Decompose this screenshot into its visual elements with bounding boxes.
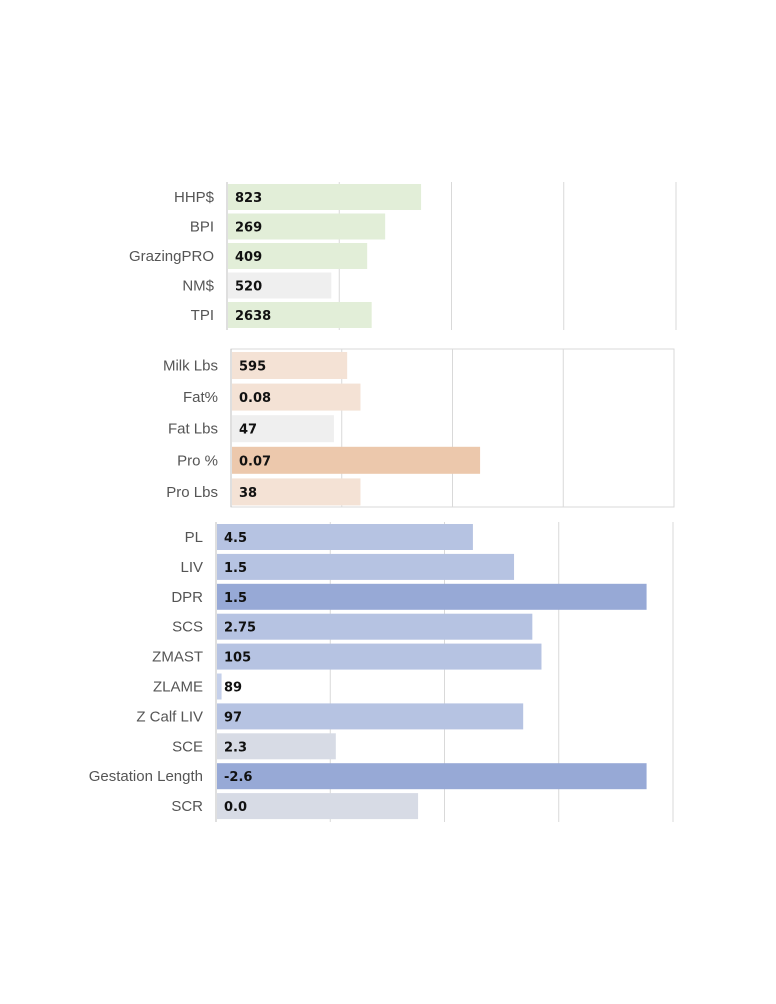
category-label-hhp: HHP$	[174, 189, 215, 206]
category-label-scr: SCR	[171, 798, 203, 815]
value-label-bpi: 269	[235, 221, 262, 236]
category-label-nm: NM$	[182, 278, 214, 295]
category-label-fat-lbs: Fat Lbs	[168, 421, 218, 438]
bar-hhp	[228, 184, 422, 210]
value-label-scs: 2.75	[224, 621, 256, 636]
index-panel: HHP$ 823 BPI 269 GrazingPRO 409 NM$ 520 TPI 2638	[129, 182, 677, 330]
value-label-z-calf-liv: 97	[224, 710, 242, 725]
bar-dpr	[217, 583, 647, 610]
value-label-dpr: 1.5	[224, 591, 247, 606]
category-label-tpi: TPI	[191, 307, 214, 324]
bar-nm	[228, 272, 332, 299]
bar-z-calf-liv	[217, 703, 524, 730]
bar-liv	[217, 553, 515, 580]
category-label-pro: Pro %	[177, 452, 218, 469]
category-label-zmast: ZMAST	[152, 649, 203, 666]
bar-fat-lbs	[232, 415, 334, 443]
value-label-milk-lbs: 595	[239, 360, 266, 375]
value-label-hhp: 823	[235, 191, 262, 206]
value-label-tpi: 2638	[235, 309, 271, 324]
category-label-liv: LIV	[180, 559, 203, 576]
value-label-zlame: 89	[224, 681, 242, 696]
bar-pro	[232, 446, 481, 474]
health-fertility-panel: PL 4.5 LIV 1.5 DPR 1.5 SCS 2.75 ZMAST 105 ZLAME 89 Z…	[89, 522, 674, 822]
value-label-pl: 4.5	[224, 531, 247, 546]
category-label-milk-lbs: Milk Lbs	[163, 358, 218, 375]
bar-zmast	[217, 643, 542, 670]
value-label-pro-lbs: 38	[239, 486, 257, 501]
bar-pro-lbs	[232, 478, 361, 506]
category-label-bpi: BPI	[190, 219, 214, 236]
value-label-scr: 0.0	[224, 800, 247, 815]
category-label-gestation-length: Gestation Length	[89, 768, 203, 785]
bar-bpi	[228, 213, 386, 240]
value-label-sce: 2.3	[224, 740, 247, 755]
bar-grazingpro	[228, 243, 368, 269]
value-label-pro: 0.07	[239, 454, 271, 469]
production-panel: Milk Lbs 595 Fat% 0.08 Fat Lbs 47 Pro % 0.07 Pro…	[163, 348, 675, 508]
bar-milk-lbs	[232, 352, 348, 379]
bar-gestation-length	[217, 763, 647, 790]
bar-scs	[217, 613, 533, 640]
category-label-sce: SCE	[172, 738, 203, 755]
category-label-dpr: DPR	[171, 589, 203, 606]
value-label-zmast: 105	[224, 651, 251, 666]
category-label-scs: SCS	[172, 619, 203, 636]
value-label-grazingpro: 409	[235, 250, 262, 265]
category-label-z-calf-liv: Z Calf LIV	[136, 708, 203, 725]
value-label-liv: 1.5	[224, 561, 247, 576]
bar-fat	[232, 383, 361, 411]
category-label-fat: Fat%	[183, 389, 218, 406]
bar-zlame	[217, 673, 222, 700]
category-label-pro-lbs: Pro Lbs	[166, 484, 218, 501]
bar-tpi	[228, 302, 372, 328]
value-label-gestation-length: -2.6	[224, 770, 252, 785]
category-label-pl: PL	[185, 529, 203, 546]
category-label-zlame: ZLAME	[153, 679, 203, 696]
bar-pl	[217, 524, 473, 550]
bar-scr	[217, 793, 419, 820]
value-label-nm: 520	[235, 280, 262, 295]
category-label-grazingpro: GrazingPRO	[129, 248, 214, 265]
value-label-fat-lbs: 47	[239, 423, 257, 438]
bar-sce	[217, 733, 336, 760]
value-label-fat: 0.08	[239, 391, 271, 406]
